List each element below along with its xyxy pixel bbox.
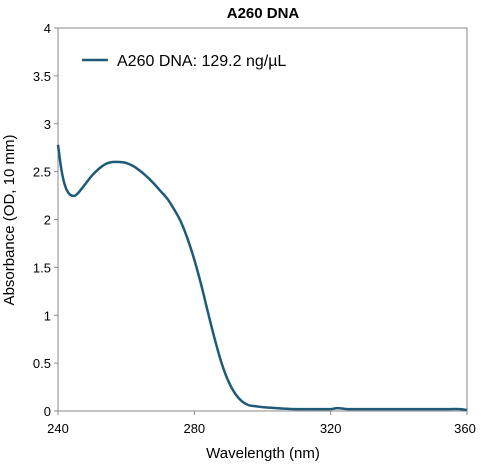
legend: A260 DNA: 129.2 ng/µL xyxy=(82,53,286,70)
series-layer xyxy=(56,144,468,412)
x-tick-label: 360 xyxy=(454,421,476,436)
x-tick-label: 280 xyxy=(183,421,205,436)
y-tick-label: 3.5 xyxy=(33,69,51,84)
y-axis: 0 0.5 1 1.5 2 2.5 3 3.5 4 xyxy=(33,21,58,419)
y-tick-label: 3 xyxy=(44,117,51,132)
legend-label: A260 DNA: 129.2 ng/µL xyxy=(117,53,286,70)
series-line xyxy=(56,144,468,412)
y-tick-label: 1 xyxy=(44,308,51,323)
x-tick-label: 320 xyxy=(320,421,342,436)
plot-area xyxy=(57,27,468,412)
y-tick-label: 4 xyxy=(44,21,51,36)
y-tick-label: 2.5 xyxy=(33,165,51,180)
y-tick-label: 1.5 xyxy=(33,260,51,275)
x-tick-label: 240 xyxy=(47,421,69,436)
chart-title: A260 DNA xyxy=(227,5,300,22)
y-axis-label: Absorbance (OD, 10 mm) xyxy=(1,135,18,306)
x-axis: 240 280 320 360 xyxy=(47,411,476,436)
y-tick-label: 0 xyxy=(44,404,51,419)
y-tick-label: 0.5 xyxy=(33,356,51,371)
x-axis-label: Wavelength (nm) xyxy=(206,445,320,462)
y-tick-label: 2 xyxy=(44,213,51,228)
